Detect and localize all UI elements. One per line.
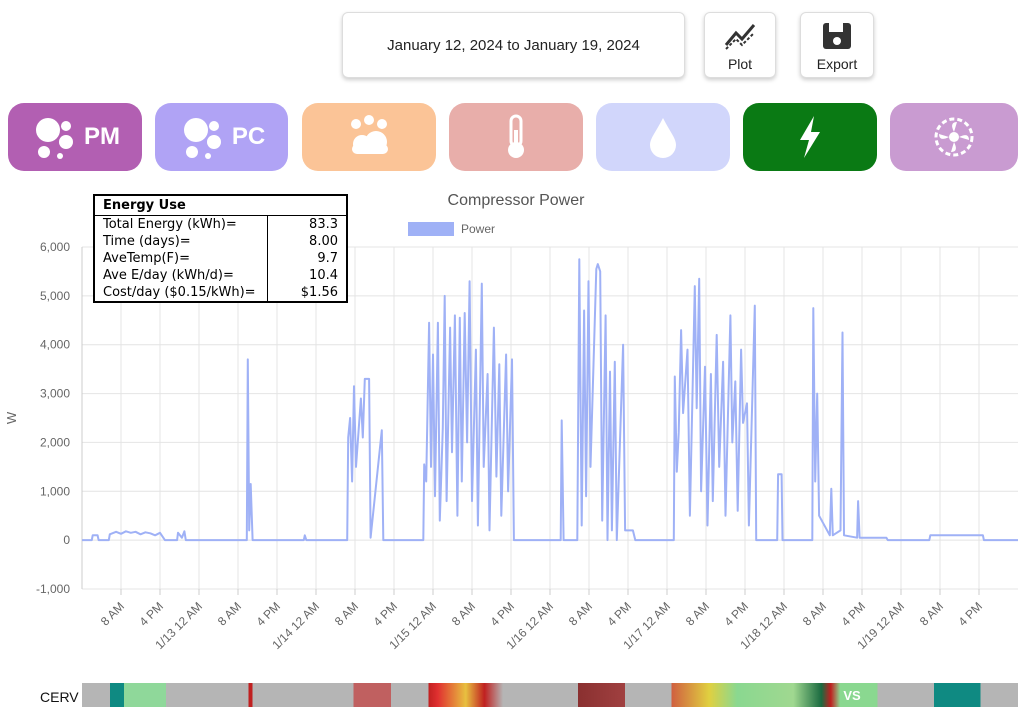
plot-icon: [724, 24, 756, 50]
energy-value: $1.56: [267, 284, 347, 302]
status-mode: VS: [843, 688, 861, 703]
pc-icon: [183, 118, 221, 159]
status-bar: [82, 683, 1018, 707]
y-tick-label: 6,000: [40, 240, 70, 254]
energy-value: 10.4: [267, 267, 347, 284]
legend-label: Power: [461, 222, 495, 236]
plot-label: Plot: [727, 56, 753, 72]
bolt-icon: [800, 116, 820, 158]
x-tick-label: 4 PM: [604, 599, 634, 629]
y-tick-label: 5,000: [40, 289, 70, 303]
energy-row: Time (days)= 8.00: [94, 233, 347, 250]
tab-fan[interactable]: [890, 103, 1018, 171]
power-line: [82, 258, 1018, 542]
energy-label: Time (days)=: [103, 234, 191, 249]
x-tick-label: 4 PM: [955, 599, 985, 629]
energy-value: 8.00: [267, 233, 347, 250]
x-tick-label: 8 AM: [215, 599, 244, 628]
drop-icon: [650, 118, 676, 158]
x-tick-label: 4 PM: [253, 599, 283, 629]
chart-title: Compressor Power: [448, 192, 586, 209]
energy-label: Cost/day ($0.15/kWh)=: [103, 285, 256, 300]
tab-pc[interactable]: PC: [155, 103, 288, 171]
x-tick-label: 4 PM: [838, 599, 868, 629]
energy-value: 9.7: [267, 250, 347, 267]
x-tick-label: 8 AM: [332, 599, 361, 628]
legend-swatch: [408, 222, 454, 236]
tab-particles[interactable]: [302, 103, 436, 171]
x-tick-label: 8 AM: [449, 599, 478, 628]
energy-row: Cost/day ($0.15/kWh)= $1.56: [94, 284, 347, 302]
tab-energy[interactable]: [743, 103, 877, 171]
export-icon: [823, 23, 851, 49]
pm-label: PM: [84, 123, 120, 150]
energy-value: 83.3: [267, 215, 347, 233]
fan-icon: [934, 117, 974, 157]
energy-row: Total Energy (kWh)= 83.3: [94, 215, 347, 233]
cloud-icon: [351, 115, 388, 154]
x-tick-label: 8 AM: [800, 599, 829, 628]
y-axis-label: W: [4, 411, 19, 424]
y-tick-label: 2,000: [40, 435, 70, 449]
y-tick-label: 3,000: [40, 387, 70, 401]
energy-table: Energy Use Total Energy (kWh)= 83.3 Time (…: [93, 194, 348, 303]
y-tick-label: 0: [63, 533, 70, 547]
x-tick-label: 8 AM: [683, 599, 712, 628]
tab-temperature[interactable]: [449, 103, 583, 171]
energy-row: AveTemp(F)= 9.7: [94, 250, 347, 267]
plot-button[interactable]: Plot: [704, 12, 776, 78]
export-label: Export: [816, 56, 858, 72]
tab-humidity[interactable]: [596, 103, 730, 171]
energy-title: Energy Use: [94, 195, 347, 216]
export-button[interactable]: Export: [800, 12, 874, 78]
thermometer-icon: [508, 114, 524, 158]
energy-label: AveTemp(F)=: [103, 251, 190, 266]
x-tick-label: 4 PM: [370, 599, 400, 629]
pm-icon: [36, 118, 73, 159]
date-range[interactable]: January 12, 2024 to January 19, 2024: [342, 12, 685, 78]
y-tick-label: -1,000: [36, 582, 70, 596]
y-tick-label: 4,000: [40, 338, 70, 352]
x-tick-label: 4 PM: [136, 599, 166, 629]
x-tick-label: 4 PM: [721, 599, 751, 629]
x-tick-label: 8 AM: [566, 599, 595, 628]
status-label: CERV: [40, 689, 79, 705]
x-tick-label: 8 AM: [917, 599, 946, 628]
energy-label: Total Energy (kWh)=: [103, 217, 237, 232]
y-tick-label: 1,000: [40, 484, 70, 498]
x-tick-label: 4 PM: [487, 599, 517, 629]
tab-pm[interactable]: PM: [8, 103, 142, 171]
pc-label: PC: [231, 123, 266, 150]
energy-row: Ave E/day (kWh/d)= 10.4: [94, 267, 347, 284]
energy-label: Ave E/day (kWh/d)=: [103, 268, 234, 283]
x-tick-label: 8 AM: [98, 599, 127, 628]
